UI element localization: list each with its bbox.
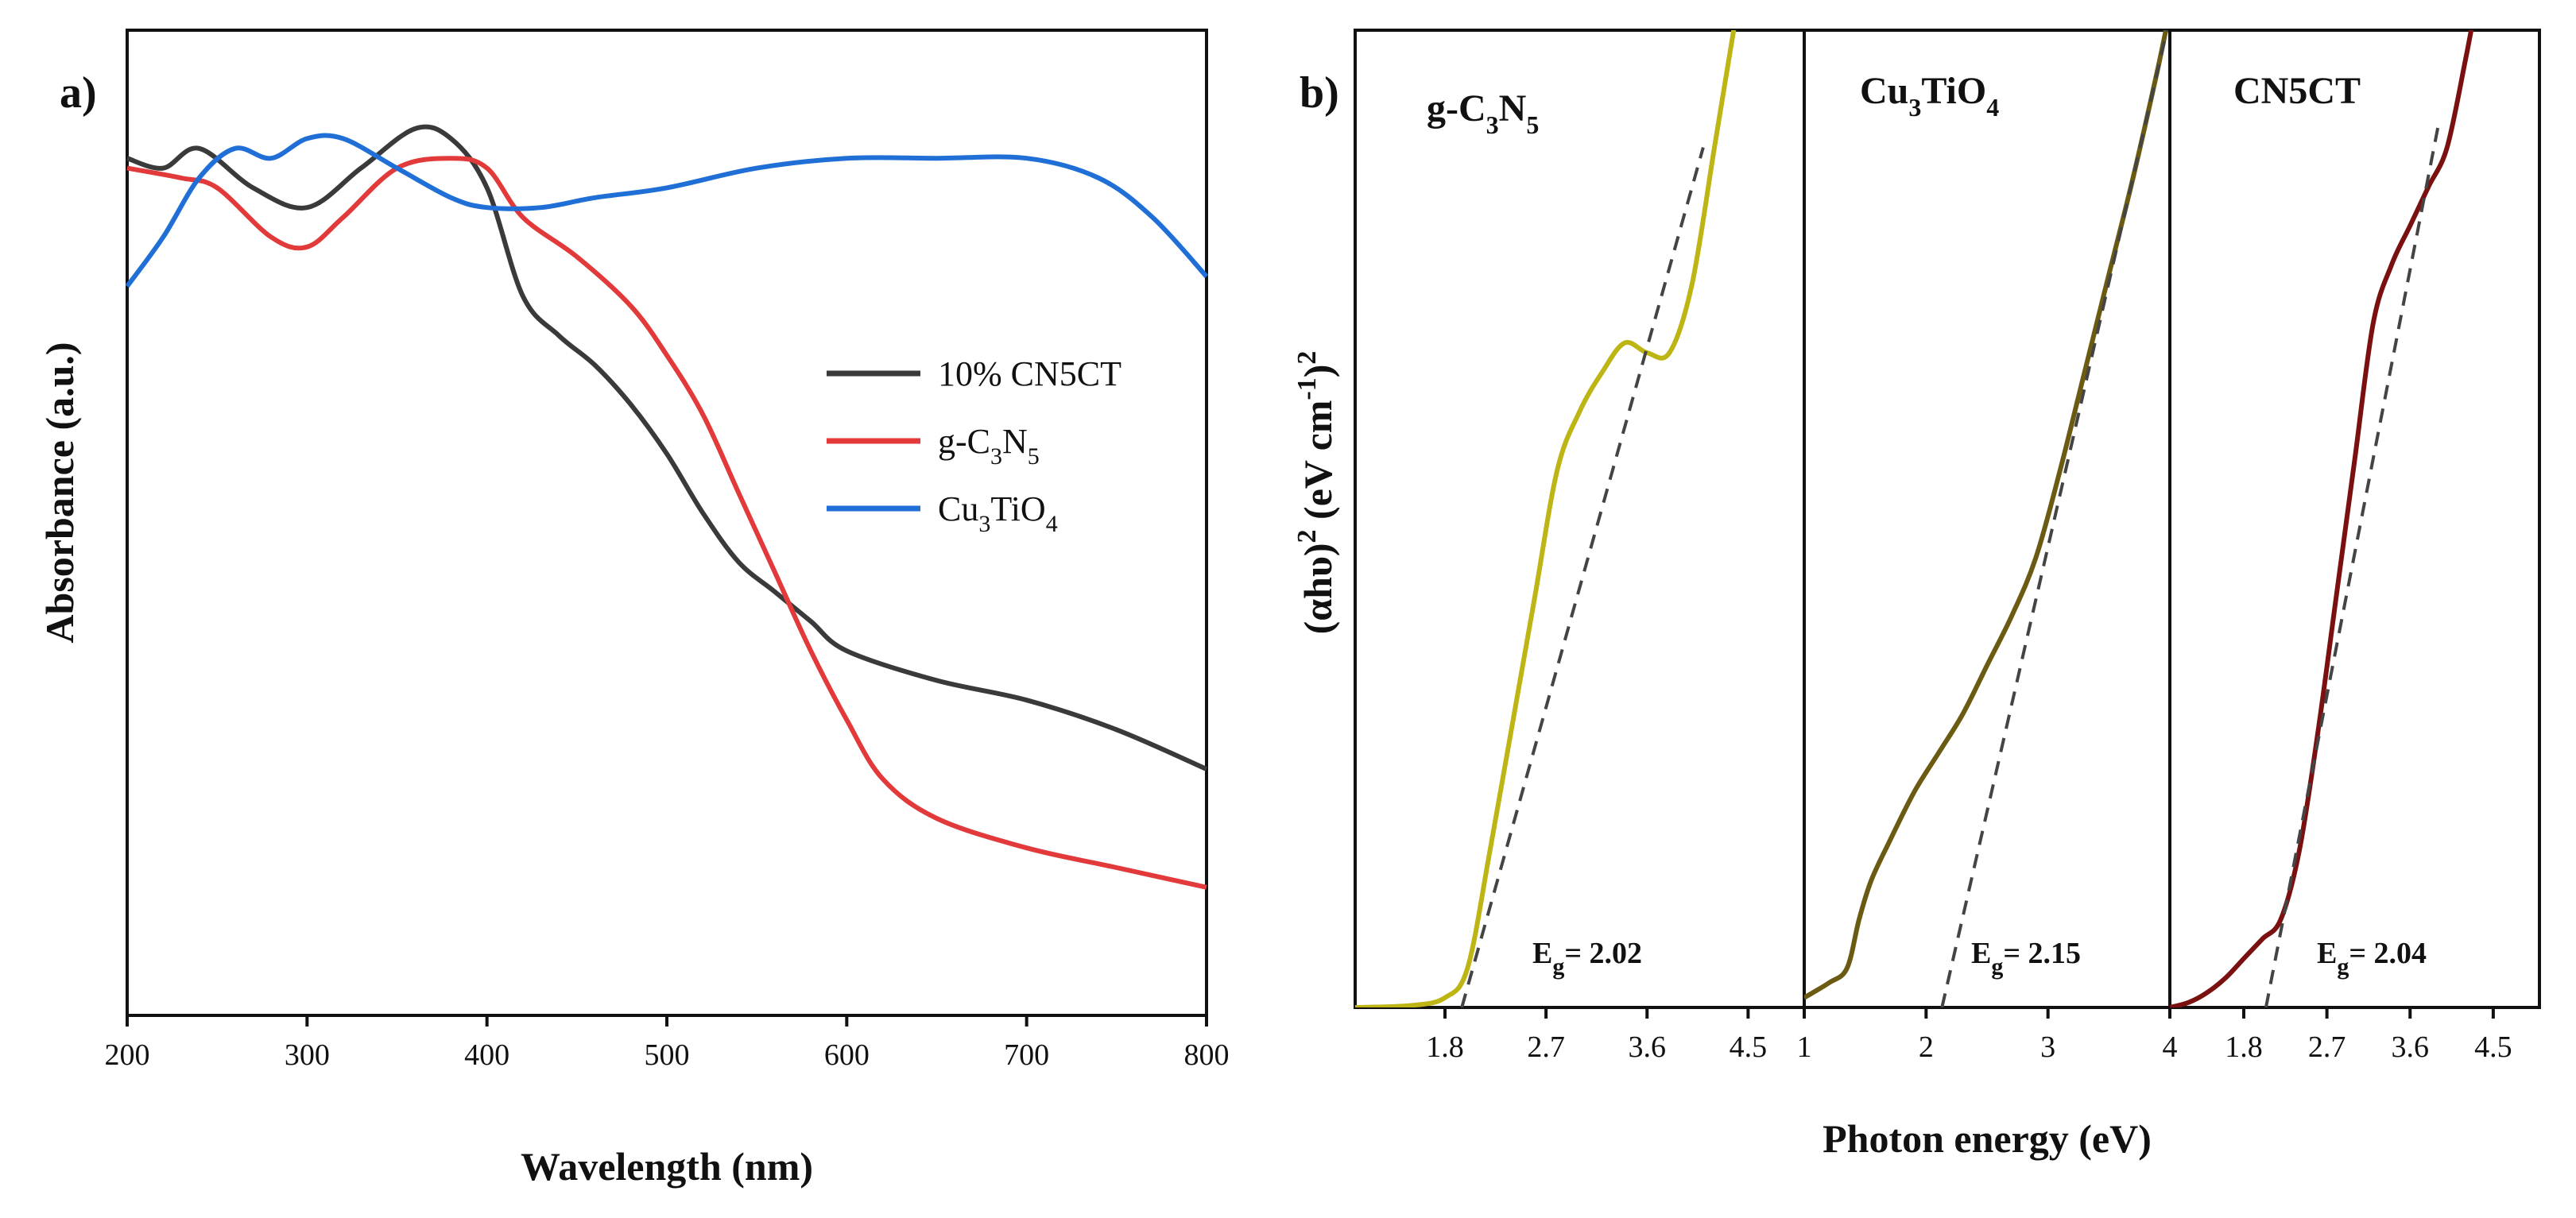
subplot-x-tick-label: 2 (1919, 1030, 1934, 1064)
subplot-2: 1.8 2.7 3.6 4.5 (2168, 29, 2541, 1064)
subplot-frame (2168, 29, 2541, 1009)
tauc-fit-line (1460, 147, 1705, 1007)
panel-a-x-axis-label: Wavelength (nm) (521, 1144, 813, 1189)
subplot-x-tick-label: 4.5 (2474, 1030, 2512, 1064)
panel-a-x-tick-label: 600 (824, 1038, 870, 1072)
series-line-1 (126, 156, 1207, 890)
eg-label-gc3n5: Eg= 2.02 (1532, 937, 1642, 980)
series-line-2 (125, 133, 1209, 288)
panel-b: b) 1.8 2.7 3.6 4.5 1 2 3 4 1.8 2.7 3.6 4.5 g-C3N5 C… (1292, 29, 2541, 1161)
tauc-curve (1355, 30, 1737, 1007)
tauc-curve (2170, 30, 2474, 1007)
eg-label-cn5ct: Eg= 2.04 (2317, 937, 2427, 980)
panel-a: a) 200 300 400 500 600 700 800 Wavelength (nm)… (37, 29, 1230, 1189)
subplot-label-cn5ct: CN5CT (2233, 70, 2361, 112)
subplot-x-tick-label: 1 (1797, 1030, 1812, 1064)
subplot-x-tick-label: 2.7 (1527, 1030, 1565, 1064)
subplot-label-gc3n5: g-C3N5 (1427, 87, 1539, 139)
subplot-0: 1.8 2.7 3.6 4.5 (1354, 29, 1806, 1064)
subplot-1: 1 2 3 4 (1797, 29, 2178, 1064)
subplot-x-tick-label: 2.7 (2308, 1030, 2346, 1064)
panel-a-x-tick-label: 400 (464, 1038, 509, 1072)
subplot-x-tick-label: 3.6 (2392, 1030, 2430, 1064)
panel-a-x-tick-label: 200 (105, 1038, 150, 1072)
panel-b-y-axis-label: (αhυ)2 (eV cm-1)2 (1292, 351, 1340, 635)
panel-a-x-tick-label: 800 (1184, 1038, 1230, 1072)
eg-label-cu3tio4: Eg= 2.15 (1971, 937, 2081, 980)
series-line-0 (126, 124, 1208, 771)
panel-b-subplots: 1.8 2.7 3.6 4.5 1 2 3 4 1.8 2.7 3.6 4.5 (1354, 29, 2541, 1064)
panel-a-x-tick-label: 700 (1004, 1038, 1049, 1072)
subplot-x-tick-label: 4 (2163, 1030, 2178, 1064)
tauc-fit-line (1940, 30, 2169, 1007)
subplot-x-tick-label: 3.6 (1629, 1030, 1667, 1064)
subplot-x-tick-label: 1.8 (1426, 1030, 1464, 1064)
panel-a-legend: 10% CN5CT g-C3N5 Cu3TiO4 (827, 354, 1121, 537)
legend-label-cu3tio4: Cu3TiO4 (938, 489, 1058, 537)
subplot-label-cu3tio4: Cu3TiO4 (1860, 70, 1999, 122)
tauc-fit-line (2264, 127, 2440, 1007)
panel-a-x-tick-label: 500 (645, 1038, 690, 1072)
panel-a-x-ticks: 200 300 400 500 600 700 800 (105, 1015, 1230, 1072)
subplot-x-tick-label: 3 (2040, 1030, 2055, 1064)
legend-label-cn5ct: 10% CN5CT (938, 354, 1121, 393)
subplot-x-tick-label: 4.5 (1730, 1030, 1768, 1064)
panel-b-x-axis-label: Photon energy (eV) (1823, 1116, 2152, 1161)
panel-a-label: a) (60, 68, 97, 118)
panel-b-label: b) (1300, 68, 1339, 118)
panel-a-x-tick-label: 300 (285, 1038, 330, 1072)
legend-label-gc3n5: g-C3N5 (938, 422, 1040, 470)
panel-a-y-axis-label: Absorbance (a.u.) (37, 342, 82, 643)
panel-a-series (125, 124, 1209, 890)
subplot-x-tick-label: 1.8 (2225, 1030, 2263, 1064)
